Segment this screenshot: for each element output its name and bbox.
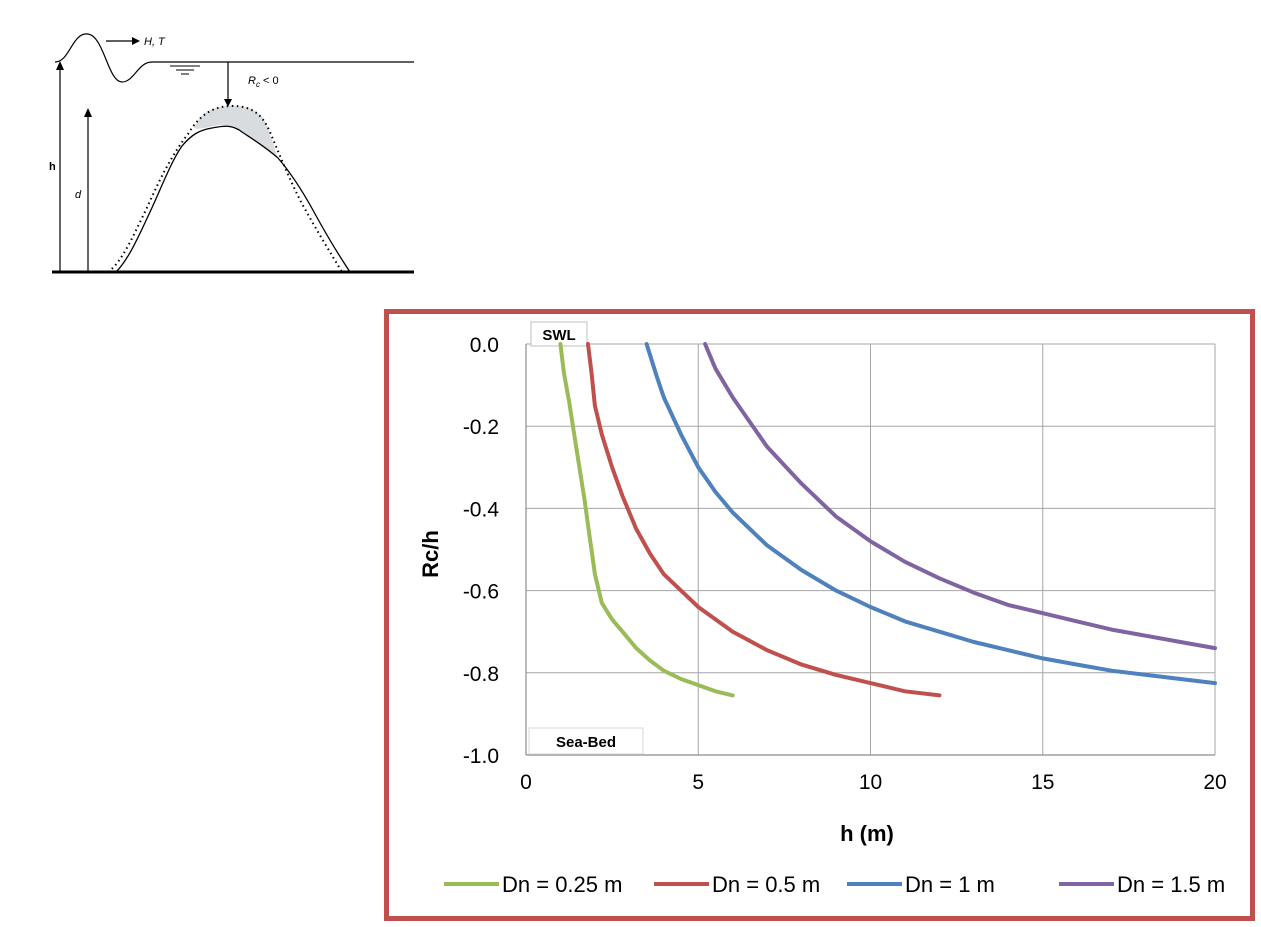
series-line-1 (558, 342, 735, 698)
series-line-2 (586, 342, 942, 698)
chart-frame: SWL Sea-Bed 0 5 10 15 20 0.0 -0.2 -0.4 -0.6 -0.8 -1… (384, 309, 1255, 921)
y-axis-title: Rc/h (418, 530, 443, 578)
h-label: h (49, 161, 56, 173)
eroded-crest-area (194, 106, 278, 158)
legend-label-1: Dn = 0.25 m (502, 872, 622, 897)
y-tick-label: -0.6 (463, 581, 499, 604)
chart-series-lines (558, 342, 1217, 698)
plot-area-border (525, 344, 1215, 756)
initial-profile (107, 104, 343, 273)
chart-annotations: SWL Sea-Bed (528, 321, 644, 755)
d-label: d (75, 189, 82, 201)
d-arrowhead (84, 108, 92, 117)
rc-h-chart: SWL Sea-Bed 0 5 10 15 20 0.0 -0.2 -0.4 -0.6 -0.8 -1… (418, 321, 1227, 897)
x-axis-title: h (m) (840, 821, 894, 846)
chart-legend: Dn = 0.25 m Dn = 0.5 m Dn = 1 m Dn = 1.5 m (444, 872, 1225, 897)
x-tick-label: 20 (1203, 771, 1226, 794)
chart-grid (526, 343, 1216, 755)
y-tick-label: -0.2 (463, 416, 499, 439)
x-tick-label: 0 (520, 771, 532, 794)
swl-label-box (530, 321, 588, 347)
legend-label-4: Dn = 1.5 m (1117, 872, 1225, 897)
series-line-4 (703, 342, 1217, 651)
y-tick-label: -0.4 (463, 498, 500, 521)
still-water-symbol (170, 65, 200, 75)
x-tick-label: 15 (1031, 771, 1054, 794)
wave-label: H, T (144, 36, 166, 48)
y-tick-label: -1.0 (463, 745, 499, 768)
wave-direction-arrowhead (132, 37, 140, 45)
swl-label: SWL (542, 327, 575, 344)
x-tick-label: 5 (692, 771, 704, 794)
chart-tick-labels: 0 5 10 15 20 0.0 -0.2 -0.4 -0.6 -0.8 -1.0 (463, 334, 1227, 794)
legend-label-2: Dn = 0.5 m (712, 872, 820, 897)
legend-label-3: Dn = 1 m (905, 872, 995, 897)
wave-line (54, 33, 414, 83)
sea-bed-label: Sea-Bed (556, 734, 616, 751)
reshaped-profile (115, 125, 351, 273)
h-arrowhead (56, 61, 64, 70)
y-tick-label: 0.0 (470, 334, 499, 357)
x-tick-label: 10 (859, 771, 882, 794)
rc-arrowhead (224, 99, 232, 107)
series-line-3 (644, 342, 1217, 686)
y-tick-label: -0.8 (463, 663, 499, 686)
rc-label: Rc < 0 (248, 75, 279, 89)
breakwater-schematic: H, T Rc < 0 h d (49, 33, 414, 274)
sea-bed-label-box (528, 727, 644, 755)
